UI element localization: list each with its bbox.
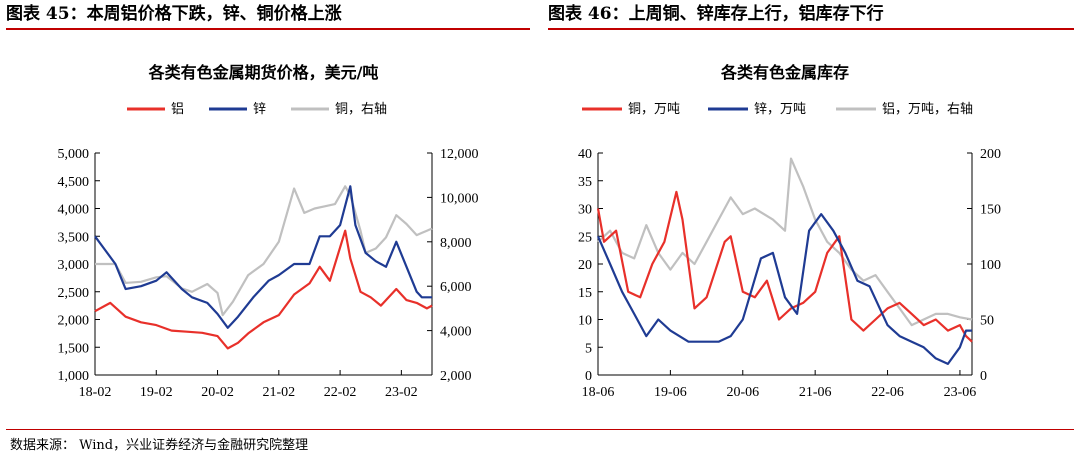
y-right-tick-label: 0	[980, 369, 987, 384]
y-right-tick-label: 10,000	[440, 191, 479, 206]
y-left-tick-label: 5,000	[58, 147, 90, 162]
left-panel-header: 图表 45：本周铝价格下跌，锌、铜价格上涨	[6, 0, 530, 30]
y-left-tick-label: 10	[578, 314, 592, 329]
y-left-tick-label: 3,000	[58, 258, 90, 273]
y-left-tick-label: 40	[578, 147, 592, 162]
y-right-tick-label: 100	[980, 258, 1001, 273]
y-left-tick-label: 2,000	[58, 314, 90, 329]
chart-title: 各类有色金属库存	[720, 63, 849, 82]
series-line-1	[94, 185, 432, 329]
y-left-tick-label: 2,500	[58, 286, 90, 301]
x-tick-label: 18-06	[582, 385, 615, 400]
legend-label: 锌	[253, 102, 266, 117]
y-right-tick-label: 8,000	[440, 236, 472, 251]
x-tick-label: 20-06	[726, 385, 759, 400]
series-line-1	[596, 213, 972, 365]
y-left-tick-label: 1,000	[58, 369, 90, 384]
y-left-tick-label: 4,500	[58, 175, 90, 190]
y-right-tick-label: 200	[980, 147, 1001, 162]
y-left-tick-label: 1,500	[58, 341, 90, 356]
y-left-tick-label: 15	[578, 286, 592, 301]
series-line-2	[95, 185, 433, 317]
y-left-tick-label: 35	[578, 175, 592, 190]
x-tick-label: 23-06	[944, 385, 977, 400]
x-tick-label: 21-02	[262, 385, 295, 400]
series-line-2	[597, 157, 973, 327]
x-tick-label: 18-02	[79, 385, 112, 400]
chart-title: 各类有色金属期货价格，美元/吨	[148, 63, 379, 82]
y-left-tick-label: 25	[578, 230, 592, 245]
y-left-tick-label: 3,500	[58, 230, 90, 245]
x-tick-label: 21-06	[799, 385, 832, 400]
legend-label: 铝	[171, 102, 184, 117]
legend-label: 铝，万吨，右轴	[882, 102, 973, 117]
x-tick-label: 19-06	[654, 385, 687, 400]
series-line-0	[596, 190, 973, 343]
y-right-tick-label: 6,000	[440, 280, 472, 295]
y-left-tick-label: 0	[585, 369, 592, 384]
y-right-tick-label: 2,000	[440, 369, 472, 384]
x-tick-label: 22-02	[324, 385, 357, 400]
price-chart: 各类有色金属期货价格，美元/吨铝 锌 铜，右轴 1,000 1,500 2,000 2,50…	[58, 63, 479, 400]
series-line-0	[94, 229, 433, 350]
x-tick-label: 23-02	[385, 385, 418, 400]
right-panel-header: 图表 46：上周铜、锌库存上行，铝库存下行	[548, 0, 1074, 30]
footer-divider	[6, 429, 1074, 430]
source-note: 数据来源： Wind，兴业证券经济与金融研究院整理	[10, 438, 309, 453]
x-tick-label: 19-02	[140, 385, 173, 400]
y-left-tick-label: 20	[578, 258, 592, 273]
legend-label: 铜，万吨	[628, 102, 680, 117]
y-left-tick-label: 30	[578, 203, 592, 218]
x-tick-label: 22-06	[871, 385, 904, 400]
legend-label: 锌，万吨	[754, 102, 806, 117]
y-right-tick-label: 150	[980, 203, 1001, 218]
legend-label: 铜，右轴	[335, 102, 387, 117]
y-left-tick-label: 5	[585, 341, 592, 356]
x-tick-label: 20-02	[201, 385, 234, 400]
y-right-tick-label: 4,000	[440, 325, 472, 340]
y-right-tick-label: 12,000	[440, 147, 479, 162]
y-left-tick-label: 4,000	[58, 203, 90, 218]
y-right-tick-label: 50	[980, 314, 994, 329]
